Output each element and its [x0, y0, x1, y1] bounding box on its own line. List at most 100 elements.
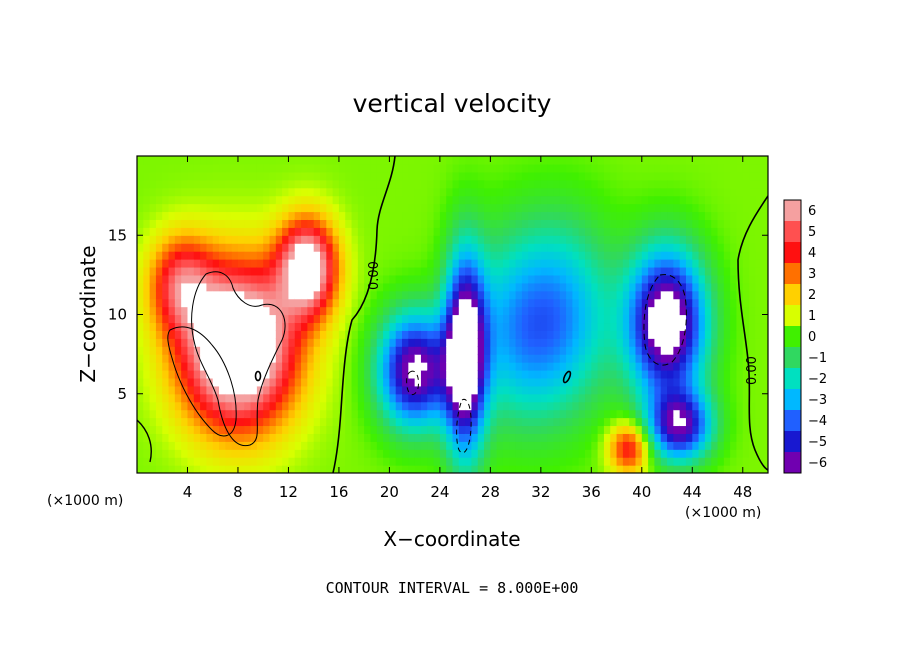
heatmap-cell [319, 156, 327, 165]
heatmap-cell [212, 393, 220, 403]
heatmap-cell [629, 417, 637, 427]
heatmap-cell [446, 298, 454, 308]
heatmap-cell [313, 203, 321, 213]
heatmap-cell [648, 385, 656, 395]
heatmap-cell [540, 465, 548, 473]
heatmap-cell [200, 393, 208, 403]
heatmap-cell [553, 322, 561, 331]
heatmap-cell [231, 227, 239, 236]
heatmap-cell [313, 425, 321, 434]
heatmap-cell [389, 322, 397, 331]
heatmap-cell [244, 306, 252, 316]
heatmap-cell [730, 156, 738, 165]
heatmap-cell [509, 425, 517, 434]
heatmap-cell [591, 449, 599, 458]
heatmap-cell [332, 377, 340, 387]
heatmap-cell [345, 266, 353, 276]
heatmap-cell [559, 259, 567, 268]
heatmap-cell [200, 290, 208, 300]
heatmap-cell [502, 203, 510, 213]
heatmap-cell [174, 393, 182, 403]
heatmap-cell [433, 274, 441, 284]
heatmap-cell [439, 409, 447, 419]
heatmap-cell [585, 274, 592, 284]
heatmap-cell [200, 235, 208, 244]
heatmap-cell [761, 330, 768, 339]
heatmap-cell [521, 417, 529, 427]
heatmap-cell [212, 156, 220, 165]
heatmap-cell [635, 259, 643, 268]
heatmap-cell [263, 298, 271, 308]
heatmap-cell [275, 314, 283, 324]
heatmap-cell [673, 298, 681, 308]
heatmap-cell [496, 282, 504, 292]
colorbar-tick-label: −3 [808, 393, 827, 408]
heatmap-cell [446, 171, 454, 181]
heatmap-cell [654, 227, 662, 236]
heatmap-cell [137, 259, 144, 268]
heatmap-cell [603, 449, 611, 458]
heatmap-cell [679, 274, 687, 284]
heatmap-cell [578, 354, 586, 363]
heatmap-cell [566, 385, 573, 395]
heatmap-cell [654, 354, 662, 363]
heatmap-cell [244, 171, 252, 181]
heatmap-cell [490, 163, 498, 173]
heatmap-cell [685, 171, 693, 181]
heatmap-cell [143, 163, 151, 173]
heatmap-cell [244, 433, 252, 442]
heatmap-cell [755, 219, 763, 228]
heatmap-cell [749, 417, 756, 427]
heatmap-cell [679, 203, 687, 213]
heatmap-cell [155, 203, 163, 213]
heatmap-cell [219, 417, 226, 427]
heatmap-cell [648, 251, 656, 260]
heatmap-cell [490, 393, 498, 403]
heatmap-cell [294, 266, 302, 276]
heatmap-cell [559, 354, 567, 363]
heatmap-cell [761, 465, 768, 473]
heatmap-cell [395, 449, 403, 458]
heatmap-cell [446, 156, 454, 165]
heatmap-cell [420, 251, 428, 260]
heatmap-cell [143, 243, 151, 252]
heatmap-cell [181, 290, 189, 300]
heatmap-cell [301, 266, 308, 276]
heatmap-cell [439, 322, 447, 331]
heatmap-cell [408, 195, 416, 205]
heatmap-cell [301, 179, 308, 189]
heatmap-cell [231, 195, 239, 205]
heatmap-cell [307, 322, 315, 331]
heatmap-cell [679, 243, 687, 252]
heatmap-cell [231, 203, 239, 213]
heatmap-cell [521, 362, 529, 371]
heatmap-cell [698, 465, 706, 473]
heatmap-cell [370, 306, 378, 316]
heatmap-cell [376, 211, 384, 220]
heatmap-cell [730, 401, 738, 411]
heatmap-cell [679, 433, 687, 442]
heatmap-cell [603, 266, 611, 276]
heatmap-cell [603, 235, 611, 244]
heatmap-cell [149, 338, 157, 347]
heatmap-cell [648, 195, 656, 205]
heatmap-cell [465, 346, 473, 355]
heatmap-cell [408, 187, 416, 197]
heatmap-cell [610, 259, 618, 268]
heatmap-cell [502, 211, 510, 220]
heatmap-cell [559, 163, 567, 173]
heatmap-cell [364, 171, 372, 181]
heatmap-cell [389, 425, 397, 434]
heatmap-cell [364, 417, 372, 427]
heatmap-cell [528, 465, 536, 473]
heatmap-cell [149, 243, 157, 252]
heatmap-cell [534, 409, 542, 419]
heatmap-cell [490, 401, 498, 411]
heatmap-cell [553, 457, 561, 466]
heatmap-cell [711, 282, 719, 292]
heatmap-cell [730, 433, 738, 442]
heatmap-cell [755, 163, 763, 173]
heatmap-cell [723, 425, 731, 434]
heatmap-cell [465, 163, 473, 173]
heatmap-cell [168, 449, 176, 458]
